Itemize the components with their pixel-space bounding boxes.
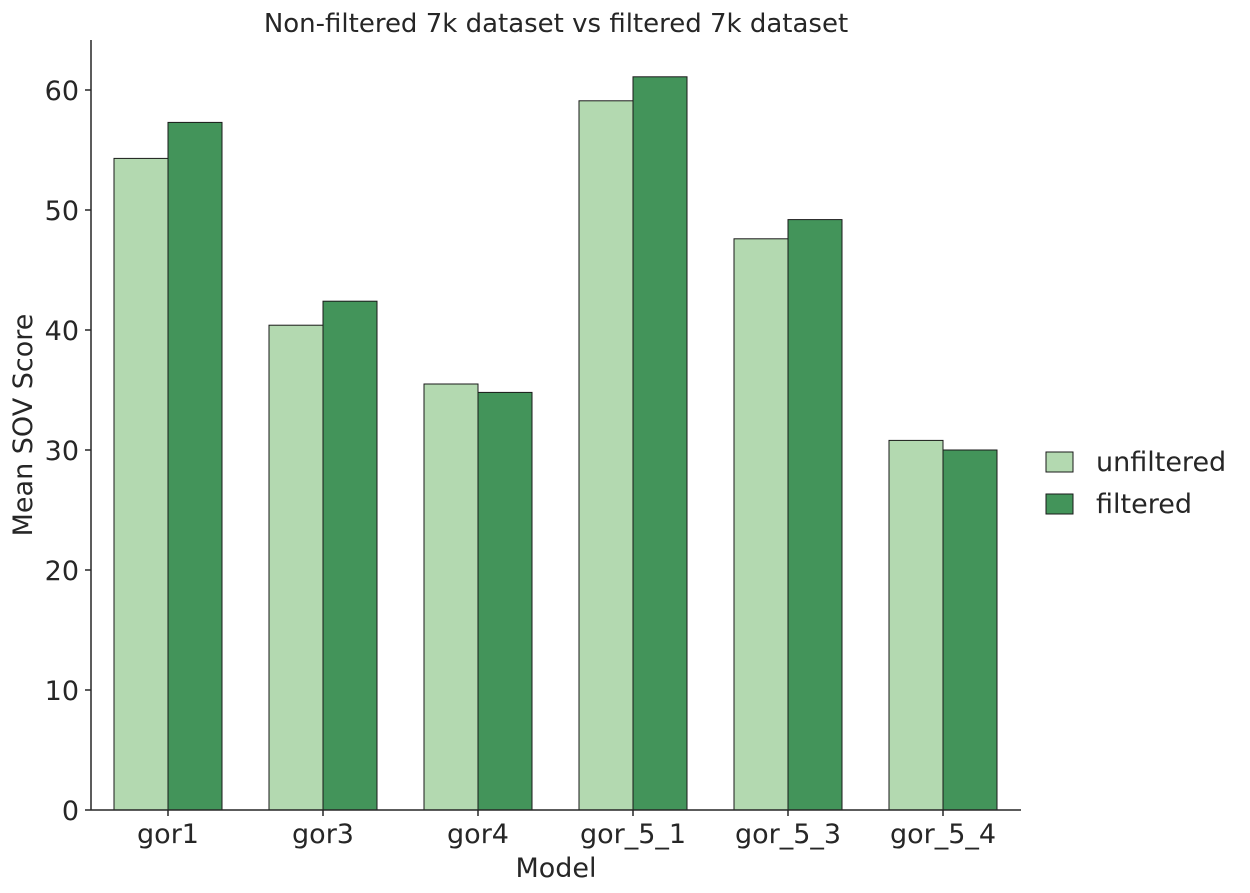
legend-swatch-filtered <box>1045 493 1074 515</box>
bar-unfiltered-gor_5_4 <box>888 439 944 811</box>
legend-swatch-unfiltered <box>1045 451 1074 473</box>
x-tick-label: gor1 <box>137 819 199 850</box>
y-tick-label: 0 <box>62 796 79 827</box>
y-tick-label: 60 <box>45 76 79 107</box>
bar-unfiltered-gor_5_3 <box>733 238 789 811</box>
legend: unfiltered filtered <box>1045 447 1226 520</box>
legend-label-filtered: filtered <box>1096 489 1192 520</box>
x-tick-label: gor_5_4 <box>890 819 996 850</box>
bar-filtered-gor1 <box>167 121 223 811</box>
bar-unfiltered-gor3 <box>268 324 324 811</box>
legend-label-unfiltered: unfiltered <box>1096 447 1226 478</box>
x-axis-ticks: gor1 gor3 gor4 gor_5_1 gor_5_3 gor_5_4 <box>137 810 996 850</box>
x-tick-label: gor4 <box>447 819 509 850</box>
bar-unfiltered-gor_5_1 <box>578 100 634 811</box>
y-tick-label: 30 <box>45 436 79 467</box>
y-tick-label: 10 <box>45 676 79 707</box>
bar-filtered-gor_5_3 <box>787 219 843 811</box>
bar-filtered-gor3 <box>322 300 378 811</box>
chart-title: Non-filtered 7k dataset vs filtered 7k d… <box>264 9 848 39</box>
x-axis-label: Model <box>515 853 596 884</box>
bar-unfiltered-gor1 <box>113 157 169 811</box>
y-tick-label: 40 <box>45 316 79 347</box>
y-axis-label: Mean SOV Score <box>8 314 39 537</box>
x-tick-label: gor_5_3 <box>735 819 841 850</box>
x-tick-label: gor3 <box>292 819 354 850</box>
y-tick-label: 50 <box>45 196 79 227</box>
bar-filtered-gor_5_1 <box>632 76 688 811</box>
bar-filtered-gor_5_4 <box>942 449 998 811</box>
y-tick-label: 20 <box>45 556 79 587</box>
bar-unfiltered-gor4 <box>423 383 479 811</box>
x-tick-label: gor_5_1 <box>580 819 686 850</box>
y-axis-ticks: 0 10 20 30 40 50 60 <box>45 76 91 827</box>
bars-group <box>113 76 998 811</box>
bar-filtered-gor4 <box>477 391 533 811</box>
